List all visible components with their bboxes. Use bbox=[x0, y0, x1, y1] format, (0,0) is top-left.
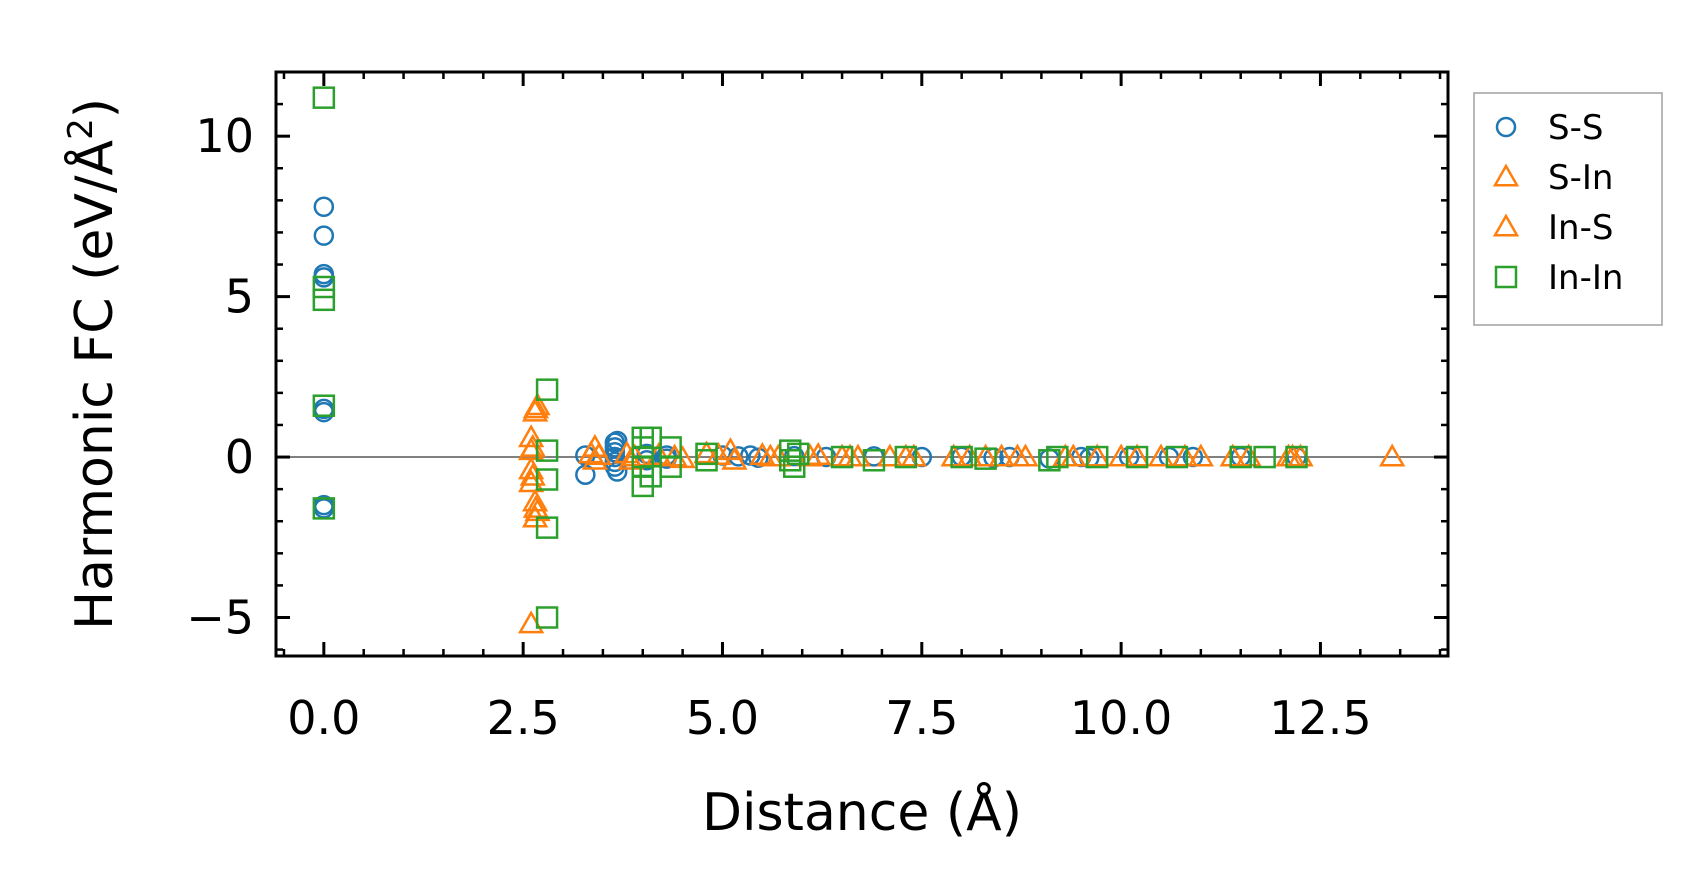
y-tick-label: −5 bbox=[186, 590, 254, 644]
data-point-in-in bbox=[1165, 445, 1189, 469]
y-axis-label-superscript: 2 bbox=[61, 118, 101, 140]
legend-entry-in-in: In-In bbox=[1494, 258, 1623, 298]
data-point-in-in bbox=[1253, 445, 1276, 469]
data-point-in-in bbox=[1085, 445, 1109, 469]
data-point-s-in bbox=[749, 441, 776, 465]
data-point-in-s bbox=[585, 441, 613, 465]
legend-label: In-In bbox=[1548, 258, 1623, 298]
data-point-in-in bbox=[1038, 449, 1061, 472]
data-point-in-in bbox=[778, 449, 802, 472]
x-tick-label: 12.5 bbox=[1269, 691, 1371, 745]
data-point-s-in bbox=[972, 443, 999, 467]
data-point-s-in bbox=[1187, 443, 1214, 467]
y-tick-label: 5 bbox=[225, 270, 254, 324]
data-point-s-s bbox=[606, 430, 628, 452]
data-point-in-in bbox=[535, 378, 559, 401]
y-axis-label-close: ) bbox=[65, 98, 125, 118]
legend-label: S-In bbox=[1548, 158, 1613, 198]
data-point-in-in bbox=[1285, 445, 1308, 469]
data-point-s-in bbox=[517, 424, 545, 448]
x-tick-label: 10.0 bbox=[1070, 691, 1172, 745]
legend-marker-in-in bbox=[1494, 265, 1518, 289]
data-point-in-in bbox=[312, 394, 336, 417]
series-in-in bbox=[312, 86, 1308, 629]
data-point-in-in bbox=[312, 288, 336, 312]
data-point-in-s bbox=[1004, 443, 1031, 467]
y-axis-label-main: Harmonic FC (eV/Å bbox=[63, 139, 125, 630]
data-point-in-s bbox=[705, 441, 732, 465]
data-point-in-in bbox=[1046, 445, 1069, 469]
x-tick-label: 7.5 bbox=[885, 691, 958, 745]
legend-entry-s-s: S-S bbox=[1495, 108, 1603, 148]
data-point-s-in bbox=[1123, 443, 1151, 467]
data-point-s-in bbox=[804, 441, 832, 465]
x-axis-label: Distance (Å) bbox=[702, 781, 1022, 843]
data-point-s-in bbox=[717, 437, 744, 461]
data-point-in-s bbox=[1171, 443, 1199, 467]
y-tick-label: 0 bbox=[225, 430, 254, 484]
x-tick-label: 2.5 bbox=[487, 691, 560, 745]
data-point-in-in bbox=[312, 497, 336, 520]
data-point-in-s bbox=[1219, 443, 1246, 467]
data-point-s-in bbox=[940, 443, 967, 467]
legend: S-S S-In In-S In-In bbox=[1473, 92, 1663, 326]
data-point-in-in bbox=[974, 447, 997, 470]
x-tick-label: 0.0 bbox=[287, 691, 360, 745]
data-point-in-in bbox=[535, 606, 559, 629]
data-point-in-in bbox=[782, 455, 806, 478]
data-point-in-s bbox=[757, 443, 784, 467]
legend-marker-s-in bbox=[1492, 163, 1520, 187]
data-point-s-s bbox=[313, 225, 335, 246]
data-point-in-s bbox=[522, 395, 550, 419]
data-point-in-in bbox=[1229, 445, 1252, 469]
data-point-in-s bbox=[900, 443, 927, 467]
data-point-in-in bbox=[894, 445, 918, 469]
data-point-s-in bbox=[721, 446, 748, 470]
data-point-s-s bbox=[313, 196, 335, 218]
data-point-s-in bbox=[617, 446, 644, 470]
data-point-in-in bbox=[312, 275, 336, 299]
data-point-in-in bbox=[830, 445, 854, 469]
data-point-s-in bbox=[1084, 443, 1111, 467]
plot-frame bbox=[274, 70, 1450, 658]
legend-entry-in-s: In-S bbox=[1492, 208, 1613, 248]
x-tick-label: 5.0 bbox=[686, 691, 759, 745]
data-point-in-in bbox=[950, 445, 973, 469]
y-axis-label: Harmonic FC (eV/Å2) bbox=[61, 98, 125, 630]
data-point-in-in bbox=[695, 449, 718, 472]
data-point-in-in bbox=[535, 468, 559, 491]
legend-label: S-S bbox=[1548, 108, 1603, 148]
legend-label: In-S bbox=[1548, 208, 1613, 248]
data-point-s-in bbox=[1379, 443, 1406, 467]
data-point-in-in bbox=[535, 439, 559, 462]
y-tick-label: 10 bbox=[195, 109, 254, 163]
data-points-layer bbox=[312, 86, 1406, 634]
tick-labels-layer: 0.0 2.5 5.0 7.5 10.0 12.5 −5 0 5 10 bbox=[186, 109, 1371, 745]
data-point-in-in bbox=[1125, 445, 1149, 469]
data-point-in-in bbox=[659, 455, 682, 478]
data-point-in-in bbox=[312, 86, 336, 109]
data-point-in-in bbox=[786, 442, 810, 466]
data-point-in-in bbox=[535, 516, 559, 539]
legend-marker-s-s bbox=[1495, 116, 1517, 138]
legend-entry-s-in: S-In bbox=[1492, 158, 1613, 198]
data-point-in-in bbox=[862, 449, 886, 472]
data-point-s-s bbox=[636, 443, 657, 465]
data-point-s-in bbox=[693, 440, 720, 464]
legend-entries: S-S S-In In-S In-In bbox=[1492, 108, 1623, 298]
data-point-s-in bbox=[521, 488, 549, 512]
legend-marker-in-s bbox=[1492, 213, 1520, 237]
data-point-s-s bbox=[748, 447, 769, 468]
